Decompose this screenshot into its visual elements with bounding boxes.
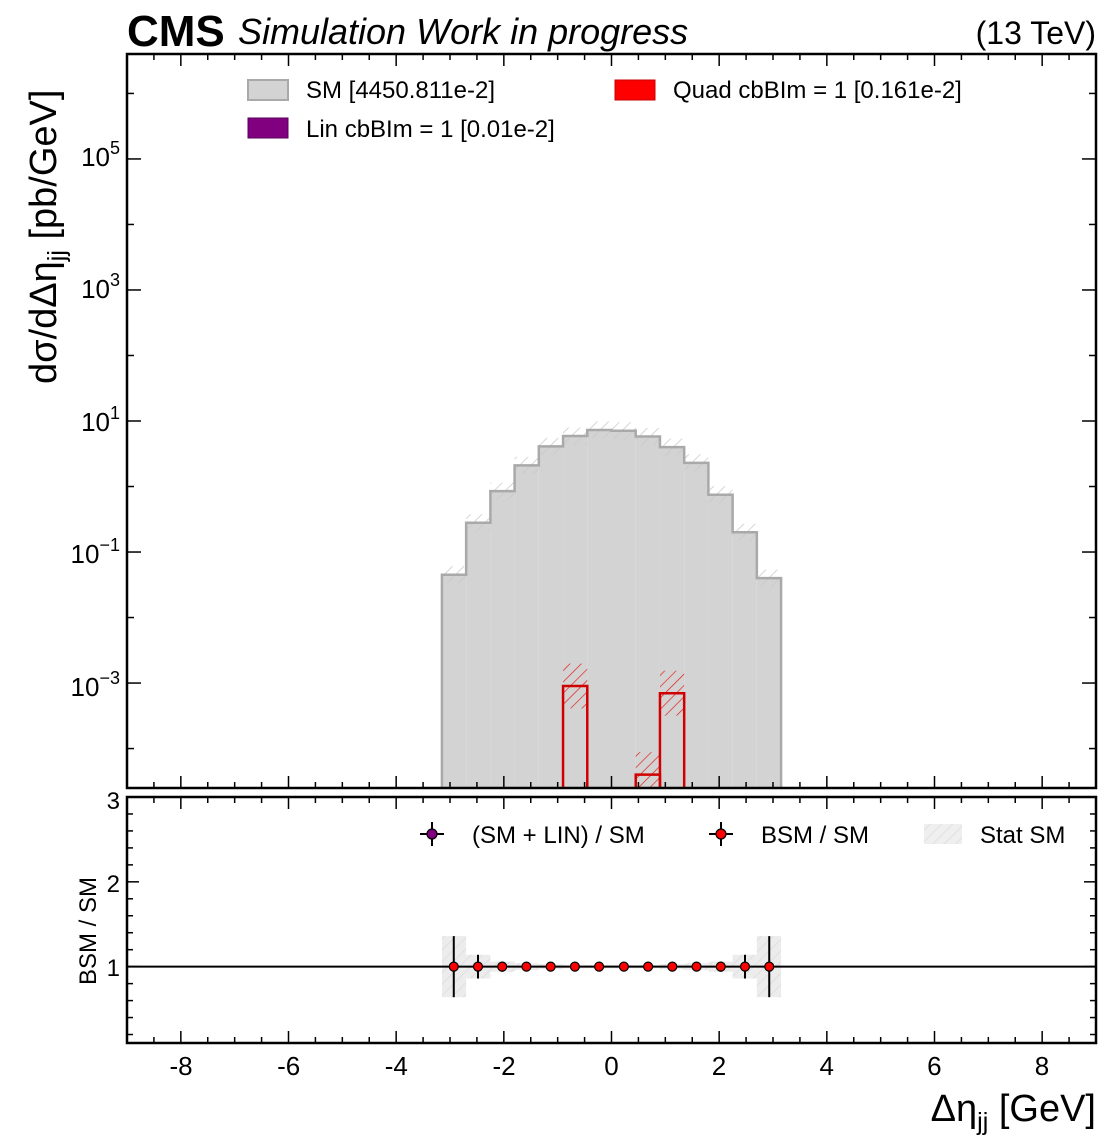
main-y-axis-label: dσ/dΔηjj [pb/GeV] (23, 90, 71, 384)
ratio-ytick-2: 2 (107, 871, 120, 898)
ratio-legend: (SM + LIN) / SM BSM / SM Stat SM (420, 822, 1065, 849)
ytick-label-1e-3: 10−3 (71, 668, 120, 702)
xtick-label: 6 (927, 1051, 941, 1081)
ratio-point (619, 962, 628, 971)
sm-bar (442, 575, 466, 788)
sm-bar (490, 491, 514, 788)
cms-brand: CMS (127, 7, 225, 56)
legend-bsm-ratio-marker (716, 829, 726, 839)
sm-bar (587, 430, 611, 788)
x-axis-label: Δηjj [GeV] (931, 1088, 1096, 1136)
legend-stat-hatch (924, 824, 962, 844)
sm-bar (466, 523, 490, 788)
legend-quad-swatch (615, 80, 655, 100)
ytick-label-1e3: 103 (81, 270, 120, 304)
legend-stat-label: Stat SM (980, 822, 1065, 849)
energy-label: (13 TeV) (976, 15, 1096, 51)
ytick-label-1e-1: 10−1 (71, 535, 120, 569)
ratio-area (127, 936, 1096, 997)
ratio-point (570, 962, 579, 971)
xtick-label: 2 (712, 1051, 726, 1081)
plot-subtitle: Simulation Work in progress (238, 11, 688, 52)
ratio-point (668, 962, 677, 971)
ratio-point (498, 962, 507, 971)
sm-bar (539, 446, 563, 788)
legend-lin-ratio-label: (SM + LIN) / SM (472, 822, 645, 849)
ratio-point (546, 962, 555, 971)
sm-bar (563, 436, 587, 788)
sm-bar (757, 578, 781, 788)
sm-bar (733, 532, 757, 788)
xtick-label: 4 (819, 1051, 833, 1081)
xtick-label: -8 (169, 1051, 192, 1081)
legend-lin-swatch (248, 118, 288, 138)
xtick-label: -4 (385, 1051, 408, 1081)
xtick-label: -2 (492, 1051, 515, 1081)
main-histogram-area (442, 421, 781, 788)
ytick-label-1e1: 101 (81, 403, 120, 437)
quad-stat-band (636, 752, 660, 788)
xtick-label: -6 (277, 1051, 300, 1081)
legend-lin-label: Lin cbBIm = 1 [0.01e-2] (306, 116, 555, 143)
sm-bar (708, 495, 732, 788)
ratio-point (473, 962, 482, 971)
ratio-point (644, 962, 653, 971)
legend-lin-ratio-marker (427, 829, 437, 839)
sm-bar (660, 447, 684, 788)
ratio-ytick-3: 3 (107, 788, 120, 815)
sm-bar (636, 436, 660, 788)
ratio-point (765, 962, 774, 971)
legend-sm-label: SM [4450.811e-2] (306, 77, 495, 104)
ratio-point (449, 962, 458, 971)
xtick-label: 8 (1035, 1051, 1049, 1081)
ratio-ytick-1: 1 (107, 955, 120, 982)
ratio-point (741, 962, 750, 971)
legend-sm-swatch (248, 80, 288, 100)
sm-bar (684, 463, 708, 788)
ratio-point (692, 962, 701, 971)
ratio-point (716, 962, 725, 971)
legend-bsm-ratio-label: BSM / SM (761, 822, 869, 849)
main-legend: SM [4450.811e-2] Quad cbBIm = 1 [0.161e-… (248, 77, 962, 143)
ratio-point (522, 962, 531, 971)
legend-quad-label: Quad cbBIm = 1 [0.161e-2] (673, 77, 962, 104)
ratio-y-axis-label: BSM / SM (75, 877, 102, 985)
xtick-label: 0 (604, 1051, 618, 1081)
ytick-label-1e5: 105 (81, 138, 120, 172)
sm-bar (612, 431, 636, 788)
ratio-point (595, 962, 604, 971)
sm-bar (515, 465, 539, 788)
